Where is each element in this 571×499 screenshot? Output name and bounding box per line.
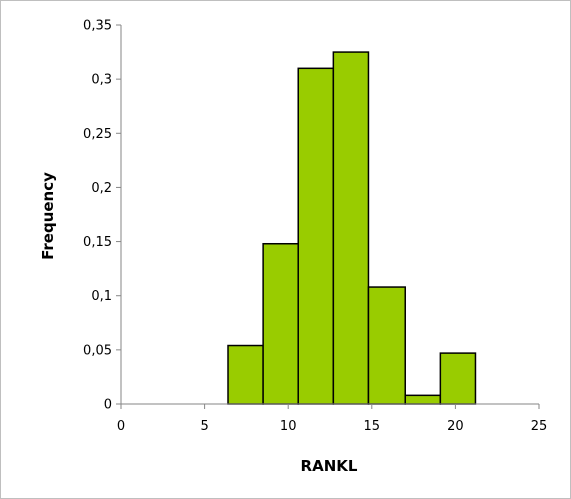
histogram-bar-4 <box>332 51 370 405</box>
y-tick-label: 0,1 <box>91 289 112 304</box>
histogram-bar-3 <box>297 67 335 405</box>
y-tick-label: 0,35 <box>83 19 112 34</box>
x-tick-label: 20 <box>447 419 464 434</box>
x-tick-label: 5 <box>200 419 208 434</box>
x-axis-title: RANKL <box>301 457 358 475</box>
tick-labels-group: 0 0,05 0,1 0,15 0,2 0,25 0,3 0,35 0 5 10 15 20 25 <box>83 19 547 435</box>
y-tick-label: 0 <box>104 398 112 413</box>
y-tick-label: 0,05 <box>83 343 112 358</box>
bars-group <box>227 51 477 405</box>
histogram-bar-2 <box>262 242 299 405</box>
y-axis-title: Frequency <box>39 172 57 260</box>
x-tick-label: 25 <box>531 419 548 434</box>
y-tick-label: 0,15 <box>83 235 112 250</box>
histogram-bar-6 <box>404 394 442 405</box>
y-tick-label: 0,2 <box>91 181 112 196</box>
histogram-bar-1 <box>227 344 264 405</box>
x-tick-label: 0 <box>117 419 125 434</box>
y-tick-label: 0,3 <box>91 73 112 88</box>
x-tick-label: 10 <box>280 419 297 434</box>
axes-group <box>116 24 540 409</box>
histogram-bar-5 <box>367 286 406 405</box>
x-tick-label: 15 <box>364 419 381 434</box>
y-tick-label: 0,25 <box>83 127 112 142</box>
histogram-bar-7 <box>439 352 477 405</box>
